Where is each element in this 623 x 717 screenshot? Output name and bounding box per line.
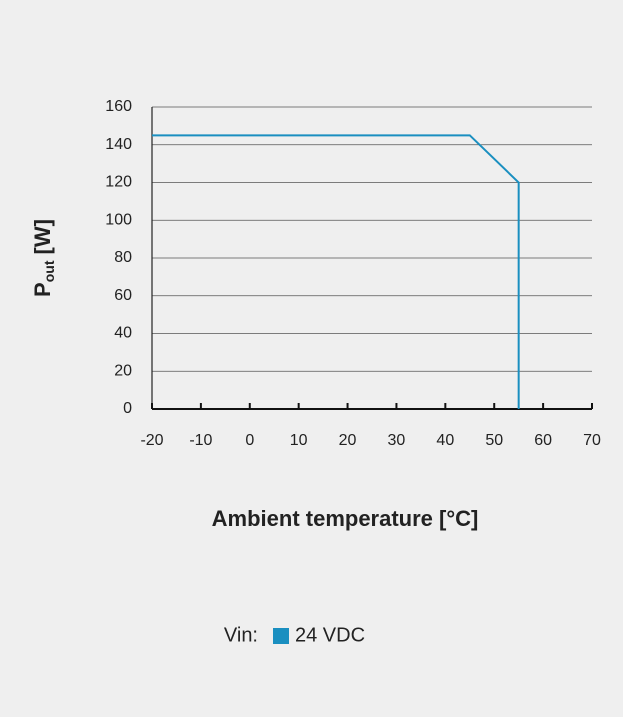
y-tick-label: 80 [114, 249, 132, 266]
y-tick-label: 160 [105, 98, 132, 115]
y-axis-title-main: P [30, 282, 55, 297]
y-axis-title: Pout [W] [30, 219, 57, 297]
y-tick-label: 40 [114, 325, 132, 342]
legend-title: Vin: [224, 624, 258, 646]
x-tick-label: 70 [583, 432, 601, 449]
y-tick-label: 120 [105, 174, 132, 191]
x-tick-label: -10 [189, 432, 212, 449]
x-tick-label: 40 [436, 432, 454, 449]
y-axis-title-sub: out [41, 260, 57, 282]
y-tick-label: 0 [123, 400, 132, 417]
y-tick-label: 100 [105, 211, 132, 228]
x-tick-label: 0 [245, 432, 254, 449]
line [152, 134, 520, 409]
legend-label: 24 VDC [295, 624, 365, 646]
x-tick-label: 50 [485, 432, 503, 449]
x-tick-label: 20 [339, 432, 357, 449]
x-axis-title: Ambient temperature [°C] [212, 506, 479, 531]
legend-swatch [273, 628, 289, 644]
y-axis-title-unit: [W] [30, 219, 55, 254]
x-tick-label: 30 [388, 432, 406, 449]
y-tick-label: 60 [114, 287, 132, 304]
y-tick-label: 20 [114, 362, 132, 379]
x-tick-label: 60 [534, 432, 552, 449]
x-tick-label: 10 [290, 432, 308, 449]
x-tick-label: -20 [140, 432, 163, 449]
y-tick-label: 140 [105, 136, 132, 153]
